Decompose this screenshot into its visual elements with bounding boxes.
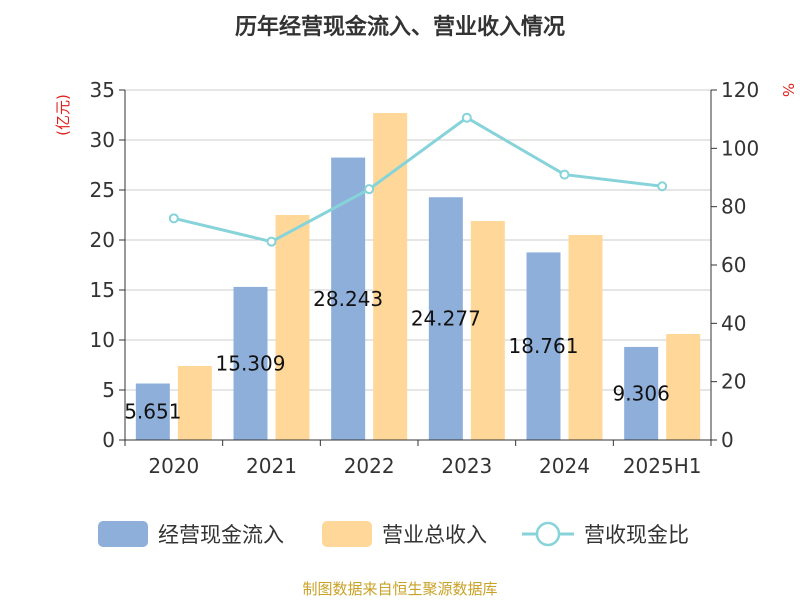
- ratio-point: [461, 112, 472, 123]
- legend-label-cash-inflow: 经营现金流入: [158, 523, 284, 547]
- cash-inflow-data-label: 9.306: [613, 381, 670, 405]
- cash-inflow-data-label: 15.309: [216, 351, 286, 375]
- right-axis-tick-label: 40: [721, 311, 746, 335]
- left-axis-tick-label: 25: [90, 178, 115, 202]
- legend-label-ratio: 营收现金比: [584, 523, 689, 547]
- legend-swatch-cash-inflow: [98, 521, 148, 547]
- x-axis-tick-label: 2024: [539, 454, 590, 478]
- revenue-bar: [373, 113, 408, 440]
- revenue-bar: [568, 235, 603, 440]
- revenue-bar: [177, 366, 212, 440]
- ratio-line: [168, 112, 668, 247]
- legend: 经营现金流入 营业总收入 营收现金比: [98, 521, 689, 547]
- source-note: 制图数据来自恒生聚源数据库: [302, 580, 497, 598]
- left-axis-tick-label: 35: [90, 78, 115, 102]
- cash-inflow-data-label: 18.761: [509, 334, 579, 358]
- revenue-bar: [666, 334, 701, 440]
- left-axis-tick-label: 0: [102, 428, 115, 452]
- cash-inflow-bar: [135, 383, 170, 440]
- right-axis-tick-label: 80: [721, 195, 746, 219]
- right-axis-unit: %: [779, 83, 797, 97]
- x-axis-tick-label: 2021: [246, 454, 297, 478]
- right-axis-tick-label: 0: [721, 428, 734, 452]
- legend-swatch-revenue: [322, 521, 372, 547]
- right-axis-tick-label: 60: [721, 253, 746, 277]
- cash-inflow-data-label: 24.277: [411, 307, 481, 331]
- cash-inflow-data-label: 28.243: [313, 287, 383, 311]
- ratio-line-path: [173, 115, 663, 244]
- right-axis-tick-label: 120: [721, 78, 759, 102]
- gridlines: [125, 89, 711, 391]
- revenue-bar: [470, 221, 505, 440]
- data-labels: 5.651 15.309 28.243 24.277 18.761 9.306: [124, 287, 670, 424]
- x-axis-tick-label: 2020: [148, 454, 199, 478]
- ratio-point: [168, 213, 179, 224]
- right-axis-tick-label: 100: [721, 136, 759, 160]
- legend-swatch-ratio-marker: [535, 521, 561, 547]
- x-axis-tick-label: 2023: [441, 454, 492, 478]
- axes: 0 5 10 15 20 25 30 35 0 20 40 60 80 100 120 2020 2021 202…: [90, 78, 760, 478]
- x-axis-tick-label: 2022: [344, 454, 395, 478]
- revenue-bar: [275, 215, 310, 440]
- ratio-point: [657, 181, 668, 192]
- ratio-point: [559, 169, 570, 180]
- left-axis-tick-label: 30: [90, 128, 115, 152]
- cash-inflow-bar: [233, 286, 268, 440]
- left-axis-tick-label: 10: [90, 328, 115, 352]
- cash-inflow-data-label: 5.651: [124, 400, 181, 424]
- cash-inflow-bar: [331, 157, 366, 440]
- cash-inflow-bar: [624, 346, 659, 440]
- left-axis-tick-label: 15: [90, 278, 115, 302]
- left-axis-unit: (亿元): [54, 94, 72, 136]
- left-axis-tick-label: 5: [102, 378, 115, 402]
- cash-inflow-bar: [428, 197, 463, 440]
- legend-label-revenue: 营业总收入: [382, 523, 487, 547]
- left-axis-tick-label: 20: [90, 228, 115, 252]
- bars: [135, 113, 701, 440]
- cash-inflow-bar: [526, 252, 561, 440]
- ratio-point: [364, 184, 375, 195]
- right-axis-tick-label: 20: [721, 370, 746, 394]
- x-axis-tick-label: 2025H1: [623, 454, 702, 478]
- chart-title: 历年经营现金流入、营业收入情况: [235, 14, 565, 40]
- ratio-point: [266, 236, 277, 247]
